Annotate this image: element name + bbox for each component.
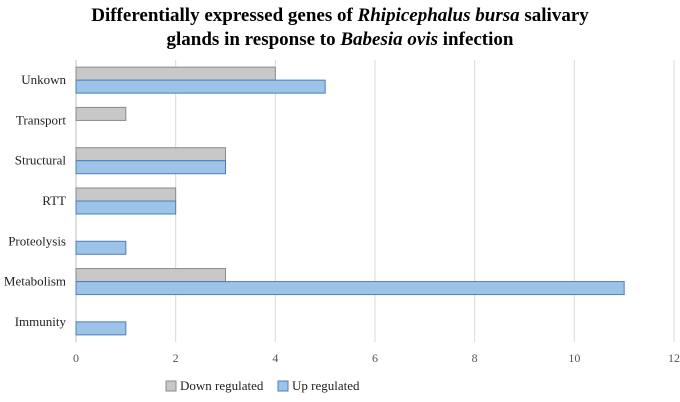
bar-up-regulated (75, 240, 127, 255)
bar-down-regulated (75, 106, 127, 121)
legend-swatch (165, 380, 177, 392)
y-category-label: Metabolism (4, 274, 66, 289)
bar-up-regulated (75, 79, 326, 94)
x-tick-label: 8 (472, 351, 478, 365)
bar-down-regulated (75, 268, 226, 283)
chart-title-part: Differentially expressed genes of (91, 5, 358, 26)
bar-up-regulated (75, 200, 177, 215)
y-category-label: Unkown (21, 72, 66, 87)
bar-up-regulated (75, 160, 226, 175)
legend-label: Down regulated (180, 378, 264, 393)
bar-down-regulated (75, 147, 226, 162)
legend-swatch (277, 380, 289, 392)
bar-down-regulated (75, 187, 177, 202)
chart-title: Differentially expressed genes of Rhipic… (0, 4, 680, 52)
x-tick-label: 12 (668, 351, 680, 365)
y-category-label: Immunity (15, 314, 67, 329)
x-tick-label: 2 (173, 351, 179, 365)
bar-up-regulated (75, 321, 127, 336)
x-tick-label: 10 (568, 351, 580, 365)
chart-title-part: glands in response to (166, 29, 341, 50)
y-category-label: Transport (16, 112, 66, 127)
x-tick-label: 4 (272, 351, 278, 365)
bar-up-regulated (75, 281, 625, 296)
chart-title-part: Rhipicephalus bursa (357, 5, 520, 26)
y-category-label: Proteolysis (8, 233, 66, 248)
chart-title-part: salivary (519, 5, 589, 26)
y-category-label: RTT (42, 193, 66, 208)
bar-down-regulated (75, 66, 276, 81)
chart-title-part: infection (438, 29, 514, 50)
legend-label: Up regulated (292, 378, 360, 393)
x-tick-label: 6 (372, 351, 378, 365)
x-tick-label: 0 (73, 351, 79, 365)
chart-title-part: Babesia ovis (340, 29, 439, 50)
y-category-label: Structural (15, 153, 67, 168)
